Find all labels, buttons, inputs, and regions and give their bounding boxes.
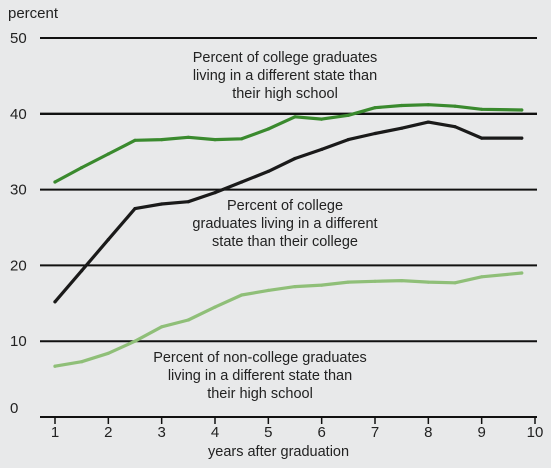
- annotation-college-vs-highschool: Percent of college graduates living in a…: [175, 49, 395, 103]
- series-2-point-17: [480, 136, 484, 140]
- series-2-point-1: [53, 300, 57, 304]
- annotation-line: living in a different state than: [192, 68, 378, 84]
- series-1-point-5: [160, 138, 164, 142]
- y-tick-label-30: 30: [10, 182, 27, 199]
- series-2-point-2: [80, 269, 84, 273]
- series-3-point-11: [320, 283, 324, 287]
- series-2-point-3: [106, 238, 110, 242]
- y-tick-label-40: 40: [10, 106, 27, 123]
- series-1-point-9: [266, 127, 270, 131]
- series-3-point-14: [400, 279, 404, 283]
- series-1-point-18: [520, 108, 524, 112]
- x-tick-label-9: 9: [477, 424, 485, 441]
- series-1-point-4: [133, 138, 137, 142]
- x-axis-label: years after graduation: [208, 444, 350, 460]
- x-tick-label-5: 5: [264, 424, 272, 441]
- x-tick-label-8: 8: [424, 424, 432, 441]
- x-tick-label-1: 1: [51, 424, 59, 441]
- series-1-point-13: [373, 106, 377, 110]
- series-3-point-17: [480, 275, 484, 279]
- y-tick-label-50: 50: [10, 30, 27, 47]
- x-tick-label-6: 6: [317, 424, 325, 441]
- series-2-point-11: [320, 147, 324, 151]
- series-2-point-9: [266, 169, 270, 173]
- series-line-2: [53, 120, 524, 304]
- series-1-point-6: [186, 135, 190, 139]
- series-2-point-8: [240, 180, 244, 184]
- series-3-point-12: [346, 280, 350, 284]
- x-tick-label-4: 4: [211, 424, 219, 441]
- series-2-point-10: [293, 156, 297, 161]
- y-tick-label-0: 0: [10, 400, 18, 417]
- series-1-point-3: [106, 152, 110, 156]
- series-2-point-15: [426, 120, 430, 124]
- annotation-college-vs-college: Percent of college graduates living in a…: [175, 197, 395, 251]
- annotation-line: Percent of college: [226, 198, 344, 214]
- series-1-point-15: [426, 103, 430, 107]
- series-line-3: [53, 271, 524, 368]
- series-1-point-17: [480, 107, 484, 111]
- series-3-point-10: [293, 285, 297, 289]
- series-3-point-4: [133, 339, 137, 343]
- y-tick-label-10: 10: [10, 333, 27, 350]
- series-2-point-4: [133, 207, 137, 211]
- series-1-point-11: [320, 117, 324, 121]
- annotation-line: their high school: [207, 386, 313, 402]
- series-2-point-12: [346, 138, 350, 142]
- annotation-noncollege-vs-highschool: Percent of non-college graduates living …: [135, 349, 385, 403]
- y-axis-unit-label: percent: [8, 5, 59, 22]
- series-2-point-7: [213, 191, 217, 195]
- series-1-point-14: [400, 103, 404, 108]
- series-1-point-7: [213, 138, 217, 142]
- series-2-point-6: [186, 200, 190, 204]
- series-3-point-13: [373, 279, 377, 283]
- x-tick-label-7: 7: [371, 424, 379, 441]
- series-1-point-12: [346, 113, 350, 117]
- series-1-point-1: [53, 180, 57, 184]
- annotation-line: living in a different state than: [167, 368, 353, 384]
- x-tick-label-10: 10: [527, 424, 544, 441]
- annotation-line: state than their college: [212, 234, 358, 250]
- series-3-point-3: [106, 351, 110, 355]
- series-3-point-6: [186, 318, 190, 322]
- y-tick-label-20: 20: [10, 257, 27, 274]
- series-3-point-16: [453, 281, 457, 285]
- x-tick-label-2: 2: [104, 424, 112, 441]
- series-3-point-5: [160, 325, 164, 329]
- series-1-point-8: [240, 137, 244, 141]
- series-2-point-16: [453, 125, 457, 129]
- series-2-point-13: [373, 131, 377, 136]
- series-2-point-5: [160, 202, 164, 206]
- series-2-point-18: [520, 136, 524, 140]
- series-3-point-8: [240, 293, 244, 297]
- series-3-point-7: [213, 305, 217, 309]
- annotation-line: Percent of non-college graduates: [153, 350, 367, 366]
- x-tick-label-3: 3: [157, 424, 165, 441]
- series-3-point-2: [80, 360, 84, 364]
- series-3-point-1: [53, 364, 57, 368]
- annotation-line: their high school: [232, 86, 338, 102]
- series-3-point-15: [426, 280, 430, 284]
- annotation-line: graduates living in a different: [192, 216, 378, 232]
- series-1-point-16: [453, 104, 457, 108]
- series-3-point-9: [266, 288, 270, 292]
- series-1-point-10: [293, 115, 297, 119]
- series-line-1: [53, 103, 524, 184]
- series-2-point-14: [400, 126, 404, 130]
- series-3-point-18: [520, 271, 524, 275]
- series-1-point-2: [80, 166, 84, 170]
- annotation-line: Percent of college graduates: [192, 50, 378, 66]
